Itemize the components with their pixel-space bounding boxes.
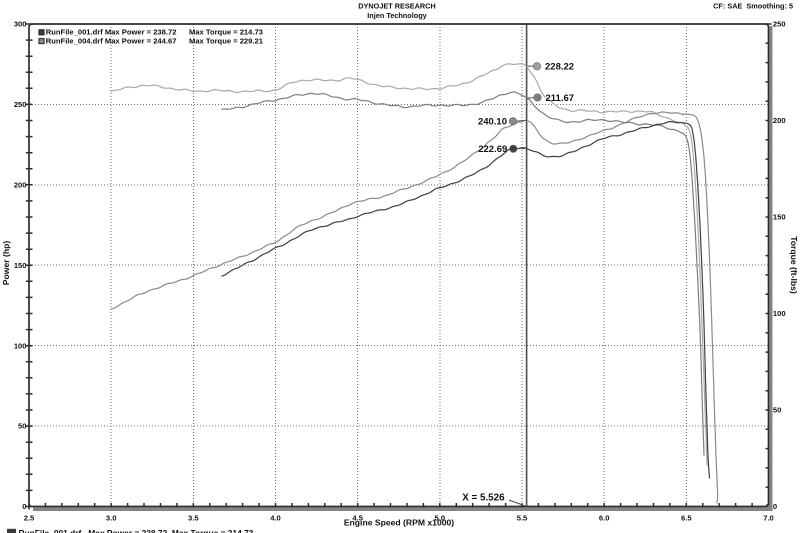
svg-text:Torque (ft-lbs): Torque (ft-lbs) — [789, 236, 799, 294]
svg-text:CF: SAE Smoothing: 5: CF: SAE Smoothing: 5 — [713, 2, 793, 11]
svg-text:150: 150 — [14, 261, 27, 270]
svg-text:222.69: 222.69 — [478, 144, 507, 155]
svg-text:6.5: 6.5 — [681, 513, 692, 522]
svg-text:X = 5.526: X = 5.526 — [462, 492, 505, 503]
svg-text:0: 0 — [773, 502, 777, 511]
svg-text:Injen Technology: Injen Technology — [367, 11, 427, 20]
svg-text:200: 200 — [773, 116, 786, 125]
svg-text:Engine Speed (RPM x1000): Engine Speed (RPM x1000) — [344, 518, 454, 528]
svg-text:100: 100 — [14, 341, 27, 350]
svg-text:RunFile_004.drf Max Power = 24: RunFile_004.drf Max Power = 244.67 — [46, 36, 177, 45]
svg-text:211.67: 211.67 — [546, 93, 575, 104]
svg-text:Max Torque = 214.73: Max Torque = 214.73 — [189, 27, 263, 36]
svg-text:7.0: 7.0 — [763, 513, 774, 522]
svg-text:300: 300 — [14, 20, 27, 29]
svg-text:250: 250 — [773, 20, 786, 29]
svg-text:250: 250 — [14, 100, 27, 109]
svg-text:200: 200 — [14, 180, 27, 189]
svg-text:3.0: 3.0 — [106, 513, 117, 522]
svg-text:5.5: 5.5 — [517, 513, 528, 522]
svg-text:4.5: 4.5 — [352, 513, 363, 522]
svg-text:RunFile_001.drf Max Power = 23: RunFile_001.drf Max Power = 238.72 — [46, 27, 177, 36]
svg-text:50: 50 — [773, 406, 781, 415]
svg-text:228.22: 228.22 — [545, 62, 574, 73]
svg-text:150: 150 — [773, 213, 786, 222]
svg-text:Max Torque = 229.21: Max Torque = 229.21 — [189, 36, 264, 45]
svg-text:Power (hp): Power (hp) — [1, 241, 11, 286]
svg-text:50: 50 — [18, 422, 26, 431]
svg-text:RunFile_001.drf Max Power =: RunFile_001.drf Max Power = 238.72 Max T… — [19, 528, 254, 533]
svg-text:5.0: 5.0 — [435, 513, 446, 522]
svg-text:2.5: 2.5 — [24, 513, 35, 522]
svg-text:DYNOJET RESEARCH: DYNOJET RESEARCH — [358, 2, 435, 11]
svg-text:0: 0 — [22, 502, 26, 511]
svg-text:240.10: 240.10 — [478, 117, 507, 128]
svg-text:100: 100 — [773, 309, 786, 318]
svg-text:4.0: 4.0 — [270, 513, 281, 522]
svg-text:3.5: 3.5 — [188, 513, 199, 522]
svg-text:6.0: 6.0 — [599, 513, 610, 522]
